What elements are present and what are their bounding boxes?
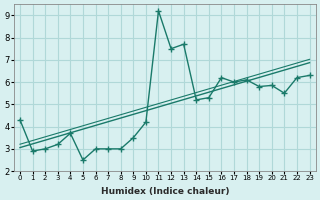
X-axis label: Humidex (Indice chaleur): Humidex (Indice chaleur) bbox=[100, 187, 229, 196]
